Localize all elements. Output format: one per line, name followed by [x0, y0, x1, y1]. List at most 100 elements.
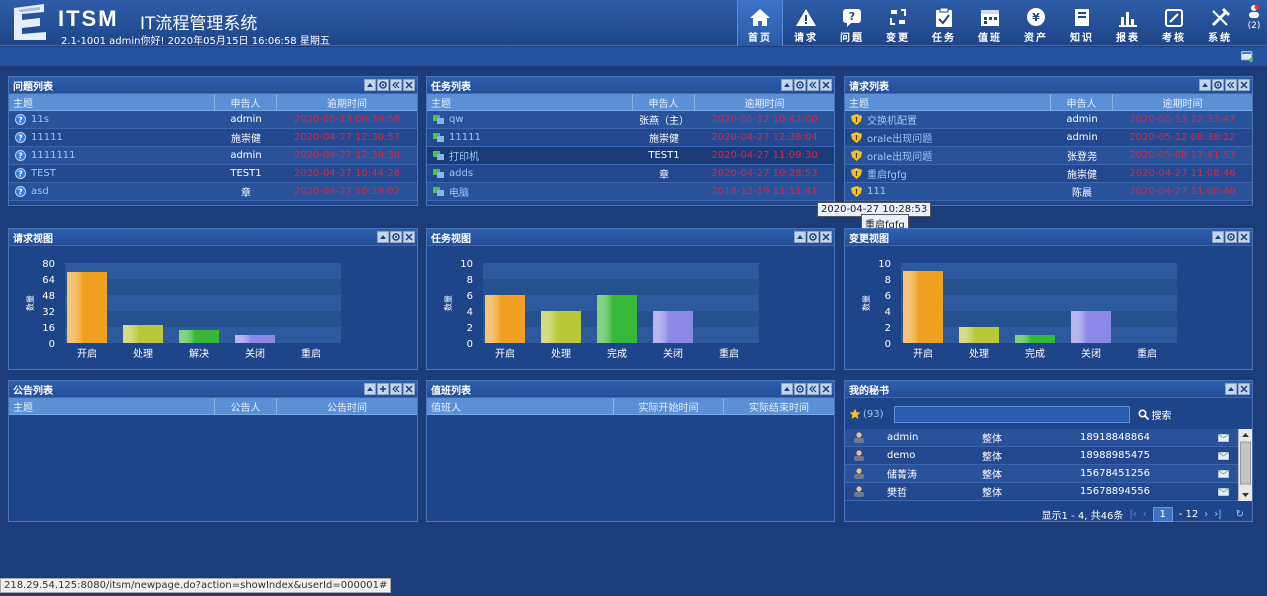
table-row[interactable]: ? 11111 施崇健 2020-04-27 12:30:57 — [9, 129, 417, 147]
col-publish-time[interactable]: 公告时间 — [327, 402, 367, 414]
row-subject[interactable]: 电脑 — [427, 183, 633, 200]
refresh-icon[interactable]: ↻ — [1235, 508, 1244, 520]
row-subject[interactable]: 打印机 — [427, 147, 633, 164]
row-subject[interactable]: ? 1111111 — [9, 147, 215, 164]
close-icon[interactable] — [1238, 383, 1250, 395]
row-subject[interactable]: qw — [427, 111, 633, 128]
row-subject[interactable]: ? TEST — [9, 165, 215, 182]
collapse-icon[interactable] — [781, 79, 793, 91]
col-subject[interactable]: 主题 — [9, 94, 215, 110]
settings-icon[interactable] — [794, 383, 806, 395]
last-page-icon[interactable]: ›| — [1214, 508, 1222, 520]
row-subject[interactable]: ! 重启fgfg — [845, 165, 1051, 182]
message-badge[interactable]: (2) — [1244, 4, 1264, 32]
col-subject[interactable]: 主题 — [845, 94, 1051, 110]
settings-icon[interactable] — [807, 231, 819, 243]
search-input[interactable] — [893, 405, 1130, 423]
col-subject[interactable]: 主题 — [427, 94, 633, 110]
col-overdue-time[interactable]: 逾期时间 — [1162, 98, 1203, 110]
collapse-icon[interactable] — [364, 79, 376, 91]
row-subject[interactable]: ? 11s — [9, 111, 215, 128]
contact-row[interactable]: 储菁涛 整体 15678451256 — [845, 465, 1252, 483]
layout-settings-icon[interactable] — [1241, 51, 1253, 62]
col-start-time[interactable]: 实际开始时间 — [614, 398, 724, 414]
mail-icon[interactable] — [1218, 451, 1229, 460]
mail-icon[interactable] — [1218, 487, 1229, 496]
restore-icon[interactable] — [807, 79, 819, 91]
nav-item-7[interactable]: 知识 — [1059, 0, 1105, 46]
close-icon[interactable] — [820, 231, 832, 243]
row-subject[interactable]: ! orale出现问题 — [845, 147, 1051, 164]
settings-icon[interactable] — [794, 79, 806, 91]
col-overdue-time[interactable]: 逾期时间 — [327, 98, 367, 110]
collapse-icon[interactable] — [794, 231, 806, 243]
col-reporter[interactable]: 申告人 — [633, 94, 695, 110]
col-reporter[interactable]: 申告人 — [1051, 94, 1113, 110]
mail-icon[interactable] — [1218, 433, 1229, 442]
collapse-icon[interactable] — [1199, 79, 1211, 91]
restore-icon[interactable] — [390, 79, 402, 91]
nav-item-4[interactable]: 任务 — [921, 0, 967, 46]
search-button[interactable]: 搜索 — [1138, 407, 1172, 422]
nav-item-9[interactable]: 考核 — [1151, 0, 1197, 46]
settings-icon[interactable] — [1212, 79, 1224, 91]
col-subject[interactable]: 主题 — [9, 398, 215, 414]
table-row[interactable]: ! 交换机配置 admin 2020-05-13 12:33:47 — [845, 111, 1252, 129]
table-row[interactable]: 11111 施崇健 2020-04-27 12:38:04 — [427, 129, 834, 147]
contact-row[interactable]: 樊哲 整体 15678894556 — [845, 483, 1252, 501]
restore-icon[interactable] — [807, 383, 819, 395]
table-row[interactable]: qw 张燕（主） 2020-05-12 10:42:00 — [427, 111, 834, 129]
contact-row[interactable]: admin 整体 18918848864 — [845, 429, 1252, 447]
nav-item-6[interactable]: ¥ 资产 — [1013, 0, 1059, 46]
col-publisher[interactable]: 公告人 — [215, 398, 277, 414]
collapse-icon[interactable] — [377, 231, 389, 243]
col-end-time[interactable]: 实际结束时间 — [749, 402, 809, 414]
collapse-icon[interactable] — [781, 383, 793, 395]
settings-icon[interactable] — [1225, 231, 1237, 243]
nav-item-5[interactable]: 值班 — [967, 0, 1013, 46]
table-row[interactable]: 打印机 TEST1 2020-04-27 11:09:30 — [427, 147, 834, 165]
next-page-icon[interactable]: › — [1204, 508, 1209, 520]
nav-item-10[interactable]: 系统 — [1197, 0, 1243, 46]
scrollbar[interactable] — [1238, 429, 1252, 501]
table-row[interactable]: adds 章 2020-04-27 10:28:53 — [427, 165, 834, 183]
restore-icon[interactable] — [1225, 79, 1237, 91]
close-icon[interactable] — [403, 231, 415, 243]
table-row[interactable]: ? 11s admin 2020-05-13 09:39:58 — [9, 111, 417, 129]
table-row[interactable]: ! 重启fgfg 施崇健 2020-04-27 11:08:46 — [845, 165, 1252, 183]
nav-item-8[interactable]: 报表 — [1105, 0, 1151, 46]
row-subject[interactable]: ! 交换机配置 — [845, 111, 1051, 128]
nav-item-3[interactable]: 变更 — [875, 0, 921, 46]
close-icon[interactable] — [1238, 79, 1250, 91]
close-icon[interactable] — [1238, 231, 1250, 243]
star-icon[interactable] — [849, 408, 861, 420]
close-icon[interactable] — [403, 383, 415, 395]
close-icon[interactable] — [820, 79, 832, 91]
close-icon[interactable] — [403, 79, 415, 91]
settings-icon[interactable] — [390, 231, 402, 243]
row-subject[interactable]: ? 11111 — [9, 129, 215, 146]
table-row[interactable]: ! orale出现问题 张登尧 2020-05-08 17:41:53 — [845, 147, 1252, 165]
col-reporter[interactable]: 申告人 — [215, 94, 277, 110]
row-subject[interactable]: ! 111 — [845, 183, 1051, 200]
contact-row[interactable]: demo 整体 18988985475 — [845, 447, 1252, 465]
page-input[interactable]: 1 — [1152, 506, 1173, 522]
collapse-icon[interactable] — [1212, 231, 1224, 243]
table-row[interactable]: ! orale出现问题 admin 2020-05-12 08:38:12 — [845, 129, 1252, 147]
first-page-icon[interactable]: |‹ — [1129, 508, 1137, 520]
table-row[interactable]: 电脑 2018-12-19 11:11:41 — [427, 183, 834, 201]
add-icon[interactable] — [377, 383, 389, 395]
row-subject[interactable]: 11111 — [427, 129, 633, 146]
close-icon[interactable] — [820, 383, 832, 395]
table-row[interactable]: ? TEST TEST1 2020-04-27 10:44:28 — [9, 165, 417, 183]
nav-item-1[interactable]: 请求 — [783, 0, 829, 46]
table-row[interactable]: ! 111 陈晨 2020-04-27 11:00:40 — [845, 183, 1252, 201]
row-subject[interactable]: adds — [427, 165, 633, 182]
row-subject[interactable]: ! orale出现问题 — [845, 129, 1051, 146]
prev-page-icon[interactable]: ‹ — [1142, 508, 1147, 520]
nav-item-0[interactable]: 首页 — [737, 0, 783, 46]
table-row[interactable]: ? asd 章 2020-04-27 10:29:02 — [9, 183, 417, 201]
settings-icon[interactable] — [377, 79, 389, 91]
collapse-icon[interactable] — [364, 383, 376, 395]
collapse-icon[interactable] — [1225, 383, 1237, 395]
